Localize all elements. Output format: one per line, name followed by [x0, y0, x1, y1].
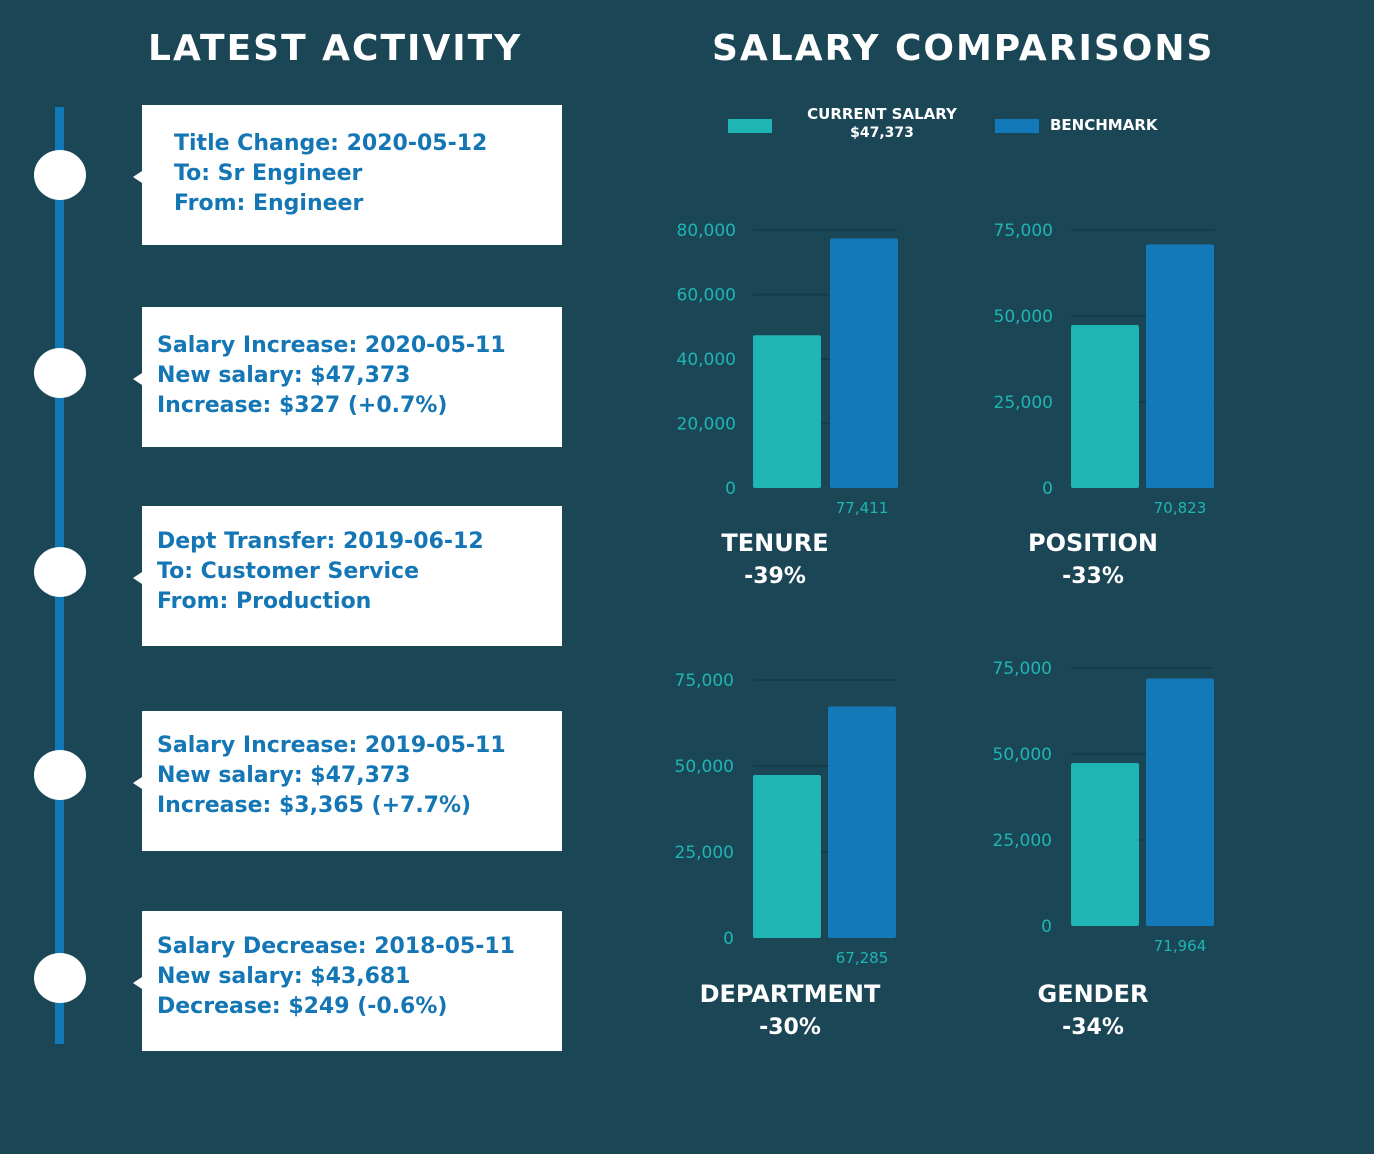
- data-label: 70,823: [1154, 499, 1207, 517]
- activity-card-line: Salary Decrease: 2018-05-11: [157, 934, 515, 959]
- y-tick-label: 25,000: [993, 831, 1052, 851]
- y-tick-label: 75,000: [993, 659, 1052, 679]
- legend-label-benchmark: BENCHMARK: [1050, 116, 1158, 134]
- y-tick-label: 60,000: [677, 286, 736, 306]
- activity-card-line: Salary Increase: 2020-05-11: [157, 333, 506, 358]
- chart-subtitle-percent: -30%: [759, 1015, 821, 1040]
- y-tick-label: 0: [725, 479, 736, 499]
- activity-card-line: New salary: $47,373: [157, 763, 411, 788]
- activity-card-title-change: Title Change: 2020-05-12 To: Sr Engineer…: [133, 105, 562, 245]
- activity-card-line: To: Customer Service: [157, 559, 420, 584]
- activity-card-line: Dept Transfer: 2019-06-12: [157, 529, 484, 554]
- activity-card-salary-decrease: Salary Decrease: 2018-05-11 New salary: …: [133, 911, 562, 1051]
- legend-current-label: CURRENT SALARY: [807, 105, 957, 123]
- chart-title: TENURE: [721, 529, 828, 557]
- y-tick-label: 50,000: [994, 307, 1053, 327]
- y-tick-label: 75,000: [675, 671, 734, 691]
- chart-title: POSITION: [1028, 529, 1158, 557]
- y-tick-label: 0: [1041, 917, 1052, 937]
- timeline-dot: [34, 348, 86, 398]
- activity-card-line: From: Engineer: [174, 191, 364, 216]
- activity-card-line: Decrease: $249 (-0.6%): [157, 994, 448, 1019]
- activity-card-line: Increase: $327 (+0.7%): [157, 393, 448, 418]
- bar-current-salary: [1071, 763, 1139, 926]
- chart-subtitle-percent: -33%: [1062, 564, 1124, 589]
- y-tick-label: 50,000: [675, 757, 734, 777]
- y-tick-label: 25,000: [994, 393, 1053, 413]
- y-tick-label: 0: [723, 929, 734, 949]
- chart-subtitle-percent: -34%: [1062, 1015, 1124, 1040]
- bar-benchmark: [828, 706, 896, 938]
- legend-swatch-benchmark: [995, 119, 1039, 133]
- timeline-dot: [34, 953, 86, 1003]
- timeline-dot: [34, 750, 86, 800]
- y-tick-label: 75,000: [994, 221, 1053, 241]
- bar-benchmark: [1146, 244, 1214, 488]
- y-tick-label: 25,000: [675, 843, 734, 863]
- legend-current-value: $47,373: [850, 125, 914, 141]
- bar-benchmark: [830, 238, 898, 488]
- chart-subtitle-percent: -39%: [744, 564, 806, 589]
- data-label: 67,285: [836, 949, 889, 967]
- activity-card-line: From: Production: [157, 589, 372, 614]
- latest-activity-heading: LATEST ACTIVITY: [148, 28, 523, 69]
- y-tick-label: 40,000: [677, 350, 736, 370]
- y-tick-label: 20,000: [677, 415, 736, 435]
- timeline-dot: [34, 150, 86, 200]
- bar-current-salary: [753, 775, 821, 938]
- activity-card-line: New salary: $43,681: [157, 964, 411, 989]
- activity-card-line: New salary: $47,373: [157, 363, 411, 388]
- timeline-dot: [34, 547, 86, 597]
- chart-title: DEPARTMENT: [700, 980, 881, 1008]
- y-tick-label: 80,000: [677, 221, 736, 241]
- activity-card-line: To: Sr Engineer: [174, 161, 363, 186]
- activity-card-salary-increase: Salary Increase: 2020-05-11 New salary: …: [133, 307, 562, 447]
- y-tick-label: 50,000: [993, 745, 1052, 765]
- chart-title: GENDER: [1038, 980, 1149, 1008]
- bar-benchmark: [1146, 678, 1214, 926]
- salary-comparisons-heading: SALARY COMPARISONS: [712, 28, 1215, 69]
- bar-current-salary: [753, 335, 821, 488]
- activity-card-dept-transfer: Dept Transfer: 2019-06-12 To: Customer S…: [133, 506, 562, 646]
- bar-current-salary: [1071, 325, 1139, 488]
- y-tick-label: 0: [1042, 479, 1053, 499]
- legend-label-current-salary: CURRENT SALARY $47,373: [784, 105, 980, 143]
- data-label: 71,964: [1154, 937, 1207, 955]
- activity-card-line: Increase: $3,365 (+7.7%): [157, 793, 472, 818]
- activity-card-salary-increase: Salary Increase: 2019-05-11 New salary: …: [133, 711, 562, 851]
- activity-card-line: Salary Increase: 2019-05-11: [157, 733, 506, 758]
- data-label: 77,411: [836, 499, 889, 517]
- legend-swatch-current-salary: [728, 119, 772, 133]
- activity-card-line: Title Change: 2020-05-12: [174, 131, 488, 156]
